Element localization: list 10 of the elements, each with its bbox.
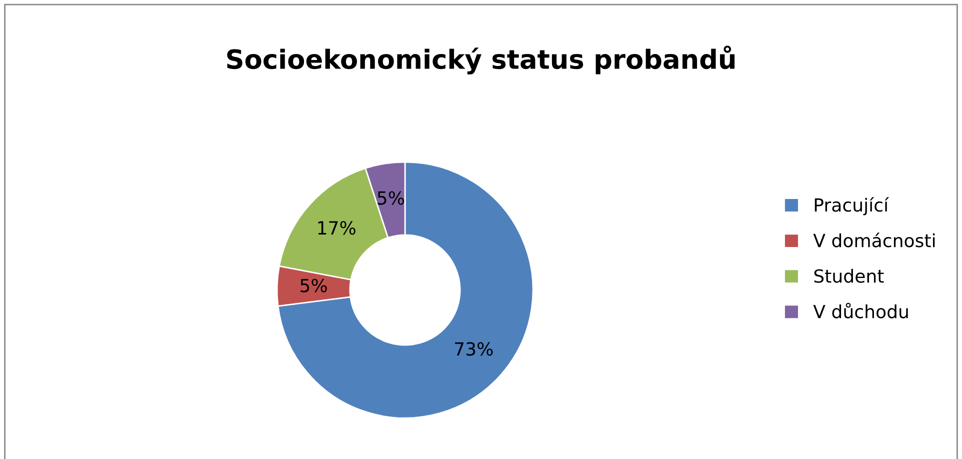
data-label: 5%: [300, 278, 327, 292]
data-label: 17%: [318, 221, 356, 235]
legend-label: Student: [814, 268, 884, 283]
data-label: 5%: [378, 191, 404, 205]
legend-label: V důchodu: [813, 302, 908, 318]
donut-slice: [277, 161, 534, 419]
data-label: 73%: [455, 342, 493, 356]
legend-label: Pracující: [814, 197, 890, 216]
chart-title: Socioekonomický status probandů: [227, 46, 735, 74]
legend-label: V domácnosti: [813, 232, 935, 248]
